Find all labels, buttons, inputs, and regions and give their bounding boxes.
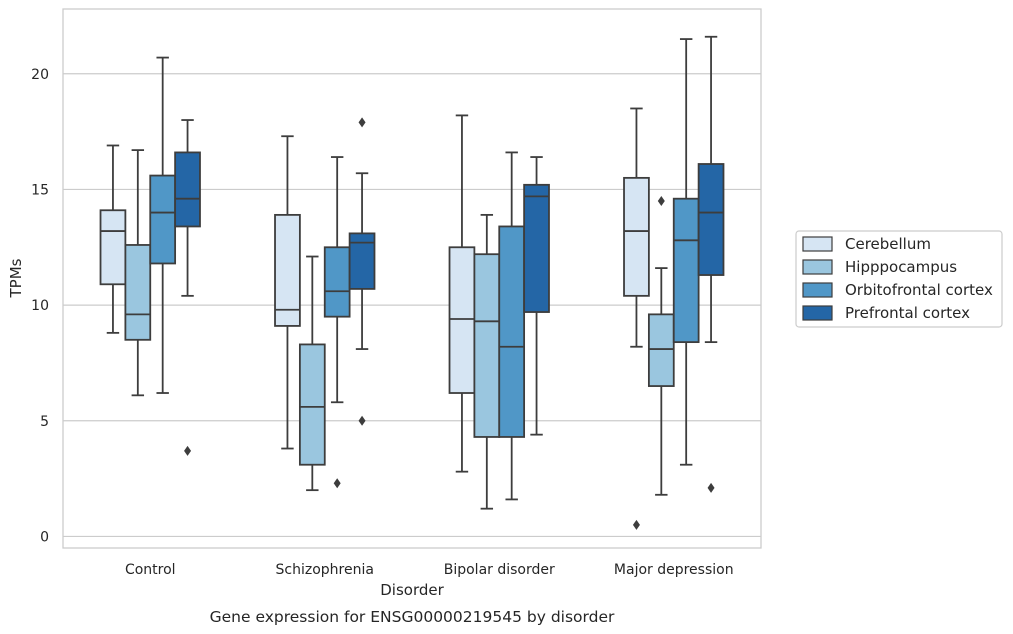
legend-swatch bbox=[803, 237, 832, 251]
box-body bbox=[350, 233, 375, 289]
legend-swatch bbox=[803, 283, 832, 297]
box-body bbox=[649, 314, 674, 386]
box-hipppocampus bbox=[474, 215, 499, 509]
box-prefrontal-cortex bbox=[350, 117, 375, 425]
outlier-point bbox=[334, 478, 341, 488]
x-tick-label: Control bbox=[125, 562, 176, 578]
x-tick-label: Major depression bbox=[614, 562, 734, 578]
box-body bbox=[150, 176, 175, 264]
x-axis-label: Disorder bbox=[380, 581, 444, 599]
box-hipppocampus bbox=[300, 257, 325, 491]
x-ticks: Control Schizophrenia Bipolar disorder Majo… bbox=[125, 562, 734, 578]
box-orbitofrontal-cortex bbox=[325, 157, 350, 488]
outlier-point bbox=[658, 196, 665, 206]
box-body bbox=[699, 164, 724, 275]
y-tick-label: 10 bbox=[31, 298, 49, 314]
grid bbox=[63, 74, 761, 537]
box-body bbox=[624, 178, 649, 296]
plot-frame bbox=[63, 9, 761, 548]
y-tick-label: 5 bbox=[40, 414, 49, 430]
box-cerebellum bbox=[450, 115, 475, 471]
y-ticks: 0 5 10 15 20 bbox=[31, 67, 49, 546]
box-hipppocampus bbox=[125, 150, 150, 395]
box-body bbox=[325, 247, 350, 316]
outlier-point bbox=[633, 520, 640, 530]
box-hipppocampus bbox=[649, 196, 674, 495]
outlier-point bbox=[184, 446, 191, 456]
y-tick-label: 20 bbox=[31, 67, 49, 83]
box-orbitofrontal-cortex bbox=[674, 39, 699, 465]
legend-label: Prefrontal cortex bbox=[845, 304, 970, 322]
chart: 0 5 10 15 20 Control Schizophrenia Bipolar dis… bbox=[0, 0, 1013, 634]
box-cerebellum bbox=[624, 108, 649, 529]
box-prefrontal-cortex bbox=[524, 157, 549, 435]
box-body bbox=[474, 254, 499, 437]
box-body bbox=[674, 199, 699, 342]
legend-label: Orbitofrontal cortex bbox=[845, 281, 993, 299]
legend-swatch bbox=[803, 306, 832, 320]
boxes bbox=[101, 37, 724, 530]
legend-swatch bbox=[803, 260, 832, 274]
box-body bbox=[175, 152, 200, 226]
box-body bbox=[499, 226, 524, 437]
y-tick-label: 15 bbox=[31, 182, 49, 198]
box-body bbox=[450, 247, 475, 393]
box-body bbox=[101, 210, 126, 284]
legend-label: Hipppocampus bbox=[845, 258, 957, 276]
legend-label: Cerebellum bbox=[845, 235, 931, 253]
box-body bbox=[300, 344, 325, 464]
x-tick-label: Schizophrenia bbox=[276, 562, 374, 578]
chart-caption: Gene expression for ENSG00000219545 by d… bbox=[210, 608, 615, 626]
box-cerebellum bbox=[275, 136, 300, 448]
box-prefrontal-cortex bbox=[699, 37, 724, 493]
outlier-point bbox=[359, 416, 366, 426]
y-axis-label: TPMs bbox=[7, 258, 25, 298]
x-tick-label: Bipolar disorder bbox=[444, 562, 555, 578]
y-tick-label: 0 bbox=[40, 529, 49, 545]
box-body bbox=[524, 185, 549, 312]
outlier-point bbox=[359, 117, 366, 127]
box-orbitofrontal-cortex bbox=[150, 58, 175, 393]
box-orbitofrontal-cortex bbox=[499, 152, 524, 499]
legend: Cerebellum Hipppocampus Orbitofrontal cort… bbox=[796, 231, 1002, 327]
box-body bbox=[125, 245, 150, 340]
outlier-point bbox=[708, 483, 715, 493]
box-prefrontal-cortex bbox=[175, 120, 200, 456]
